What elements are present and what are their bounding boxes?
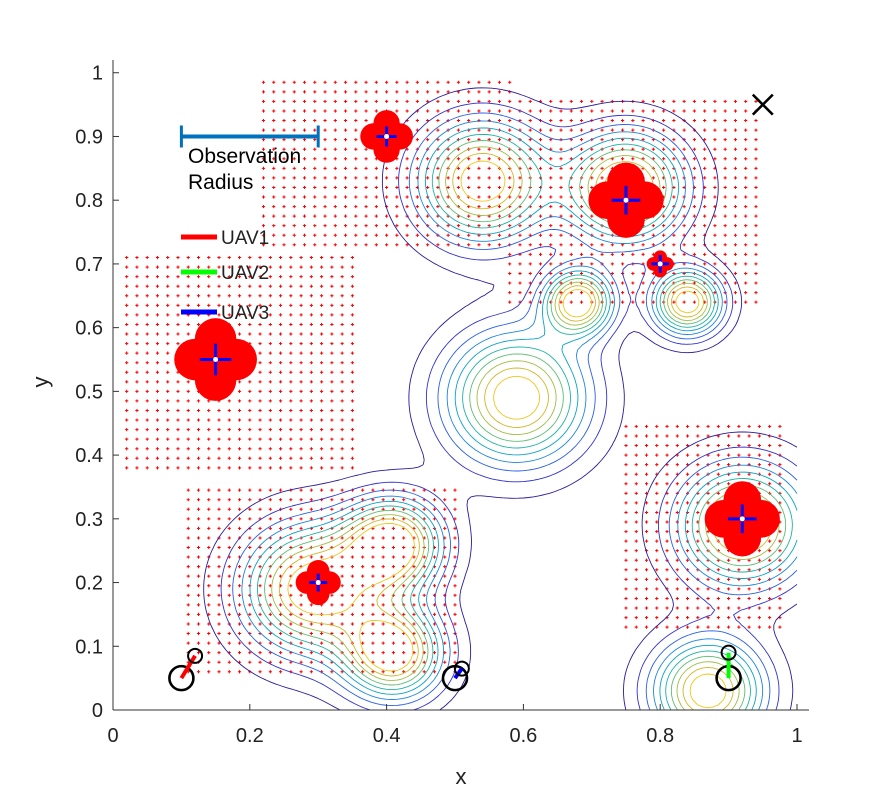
- x-tick-label-5: 1: [791, 725, 802, 747]
- x-tick-label-4: 0.8: [646, 725, 674, 747]
- y-tick-label-7: 0.7: [75, 254, 103, 276]
- target-6: [704, 481, 780, 557]
- target-5-blob-5: [306, 559, 330, 583]
- target-3-center: [657, 261, 663, 267]
- target-2-blob-4: [607, 200, 645, 238]
- target-5-center: [315, 580, 321, 586]
- target-5-blob-4: [306, 582, 330, 606]
- contour-level-3: [232, 112, 798, 711]
- legend-label-uav3: UAV3: [221, 303, 269, 324]
- targets: [174, 110, 780, 606]
- legend: UAV1 UAV2 UAV3: [181, 228, 269, 324]
- tick-labels: 0 0.2 0.4 0.6 0.8 1 0 0.1 0.2 0.3 0.4 0.5 0.6 0.7 0.8 0…: [75, 63, 802, 747]
- target-2-blob-5: [607, 162, 645, 201]
- target-6-center: [739, 516, 745, 522]
- target-6-blob-5: [723, 481, 762, 519]
- annotation-line-1: Observation: [188, 145, 301, 168]
- y-tick-label-6: 0.6: [75, 318, 103, 340]
- contour-level-7: [264, 140, 787, 711]
- contour-level-10: [287, 160, 765, 709]
- contour-level-9: [278, 152, 773, 711]
- target-3: [646, 250, 674, 278]
- y-tick-label-1: 0.1: [75, 636, 103, 658]
- uav1-current-marker: [187, 647, 204, 664]
- y-tick-label-3: 0.3: [75, 509, 103, 531]
- target-2-center: [623, 197, 629, 203]
- density-contours: [203, 87, 798, 711]
- uav1-start-marker: [168, 664, 195, 692]
- target-4-blob-4: [194, 359, 237, 401]
- target-2: [588, 162, 664, 238]
- y-tick-label-9: 0.9: [75, 126, 103, 148]
- uav-trajectories: [168, 93, 774, 692]
- target-4-blob-5: [194, 318, 237, 360]
- contour-level-8: [271, 146, 780, 711]
- contour-level-5: [249, 127, 798, 711]
- x-tick-label-2: 0.4: [373, 725, 401, 747]
- y-tick-label-2: 0.2: [75, 573, 103, 595]
- observation-radius-annotation: Observation Radius: [179, 125, 320, 194]
- axes: [112, 60, 809, 711]
- target-1-blob-5: [373, 110, 400, 137]
- legend-label-uav1: UAV1: [221, 228, 269, 249]
- y-tick-label-4: 0.4: [75, 445, 103, 467]
- target-5: [295, 559, 341, 606]
- x-tick-label-0: 0: [107, 725, 118, 747]
- target-1: [360, 110, 413, 163]
- contour-level-2: [220, 102, 798, 711]
- y-tick-label-5: 0.5: [75, 381, 103, 403]
- uav2-current-marker: [720, 644, 737, 661]
- y-tick-label-0: 0: [92, 700, 103, 722]
- annotation-line-2: Radius: [188, 171, 253, 194]
- uav1-path: [179, 654, 197, 680]
- x-axis-label: x: [456, 764, 467, 789]
- target-4-center: [213, 357, 219, 363]
- legend-label-uav2: UAV2: [221, 263, 269, 284]
- y-tick-label-10: 1: [92, 63, 103, 85]
- x-tick-label-3: 0.6: [509, 725, 537, 747]
- uav3-path: [453, 667, 464, 680]
- contour-level-6: [256, 133, 793, 711]
- contour-level-4: [241, 120, 798, 711]
- target-4: [174, 318, 257, 401]
- target-1-center: [384, 133, 390, 139]
- x-tick-label-1: 0.2: [236, 725, 264, 747]
- target-1-blob-4: [373, 136, 400, 163]
- y-tick-label-8: 0.8: [75, 190, 103, 212]
- target-6-blob-4: [723, 518, 762, 557]
- contour-level-1: [203, 87, 798, 711]
- y-axis-label: y: [28, 377, 53, 388]
- goal-marker: [751, 93, 774, 116]
- uav3-current-marker: [453, 660, 470, 677]
